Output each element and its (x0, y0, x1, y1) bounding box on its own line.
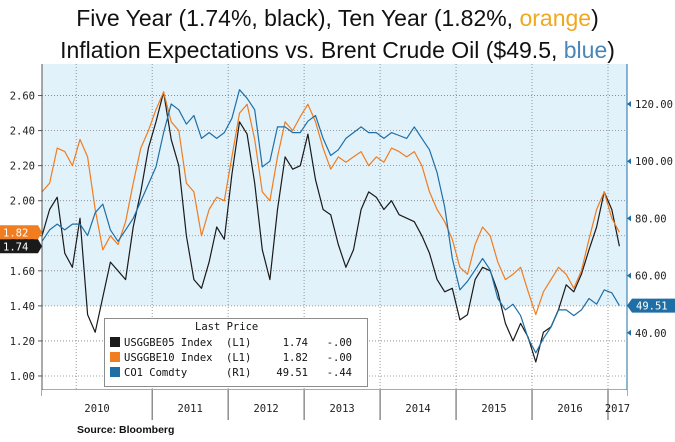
legend-series-change: -.00 (326, 337, 352, 349)
chart-title-line-2: Inflation Expectations vs. Brent Crude O… (0, 34, 675, 66)
legend-series-change: -.44 (326, 367, 352, 379)
title-line1-text: Five Year (1.74%, black), Ten Year (1.82… (76, 5, 520, 31)
x-axis-tick-label: 2017 (605, 403, 630, 415)
last-value-tag-orange (0, 225, 42, 240)
series-line-co1-comdty (41, 89, 620, 354)
x-axis-band (42, 390, 627, 420)
x-axis-tick-label: 2012 (253, 403, 278, 415)
title-orange-word: orange (519, 5, 592, 31)
legend-series-name: USGGBE10 Index (124, 352, 213, 364)
x-axis-tick-label: 2013 (329, 403, 354, 415)
legend-series-name: CO1 Comdty (124, 367, 188, 379)
right-axis-tick-marker (627, 329, 631, 336)
right-axis-tick-marker (627, 215, 631, 222)
last-value-tag-label: 1.82 (3, 227, 28, 239)
title-line2-text: Inflation Expectations vs. Brent Crude O… (60, 37, 564, 63)
left-axis-tick-label: 2.20 (10, 161, 35, 173)
legend-box: Last Price USGGBE05 Index (L1) 1.74 -.00 US… (104, 318, 368, 387)
x-axis-tick-label: 2015 (481, 403, 506, 415)
right-axis-tick-label: 100.00 (635, 156, 673, 168)
series-line-usggbe05-index (41, 91, 620, 363)
legend-row-usggbe05: USGGBE05 Index (L1) 1.74 -.00 (110, 336, 352, 350)
last-value-tag-blue (627, 298, 675, 313)
left-axis-tick-label: 2.40 (10, 126, 35, 138)
series-line-usggbe10-index (41, 91, 620, 316)
right-axis-tick-label: 80.00 (635, 213, 667, 225)
title-line1-close: ) (591, 5, 599, 31)
title-line2-close: ) (607, 37, 615, 63)
legend-row-co1: CO1 Comdty (R1) 49.51 -.44 (110, 366, 352, 380)
x-axis-tick-label: 2016 (557, 403, 582, 415)
left-axis-tick-label: 1.20 (10, 336, 35, 348)
right-axis-tick-label: 60.00 (635, 271, 667, 283)
right-axis-tick-marker (627, 158, 631, 165)
legend-series-axis: (R1) (226, 367, 252, 379)
left-axis-tick-label: 1.60 (10, 266, 35, 278)
legend-series-last: 49.51 (276, 367, 308, 379)
legend-title: Last Price (195, 321, 259, 333)
right-axis-tick-label: 120.00 (635, 99, 673, 111)
x-axis-tick-label: 2011 (178, 403, 203, 415)
chart-title-line-1: Five Year (1.74%, black), Ten Year (1.82… (0, 2, 675, 34)
x-axis-tick-label: 2014 (405, 403, 430, 415)
left-axis-tick-label: 1.00 (10, 371, 35, 383)
right-axis-tick-marker (627, 101, 631, 108)
source-note: Source: Bloomberg (77, 424, 175, 436)
left-axis-tick-label: 2.60 (10, 91, 35, 103)
legend-swatch-black (110, 337, 120, 347)
right-axis-tick-marker (627, 272, 631, 279)
legend-series-change: -.00 (326, 352, 352, 364)
legend-series-axis: (L1) (226, 337, 252, 349)
left-axis-tick-label: 1.40 (10, 301, 35, 313)
x-axis-tick-label: 2010 (84, 403, 109, 415)
legend-series-name: USGGBE05 Index (124, 337, 213, 349)
right-axis-tick-label: 40.00 (635, 328, 667, 340)
legend-series-last: 1.82 (282, 352, 308, 364)
legend-row-usggbe10: USGGBE10 Index (L1) 1.82 -.00 (110, 351, 352, 365)
legend-swatch-orange (110, 352, 120, 362)
legend-series-axis: (L1) (226, 352, 252, 364)
chart-title: Five Year (1.74%, black), Ten Year (1.82… (0, 2, 675, 66)
plot-shaded-band (42, 64, 627, 306)
legend-series-last: 1.74 (282, 337, 308, 349)
last-value-tag-black (0, 239, 42, 254)
title-blue-word: blue (563, 37, 608, 63)
last-value-tag-label: 1.74 (3, 241, 28, 253)
last-value-tag-label: 49.51 (636, 301, 668, 313)
left-axis-tick-label: 2.00 (10, 196, 35, 208)
legend-swatch-blue (110, 367, 120, 377)
